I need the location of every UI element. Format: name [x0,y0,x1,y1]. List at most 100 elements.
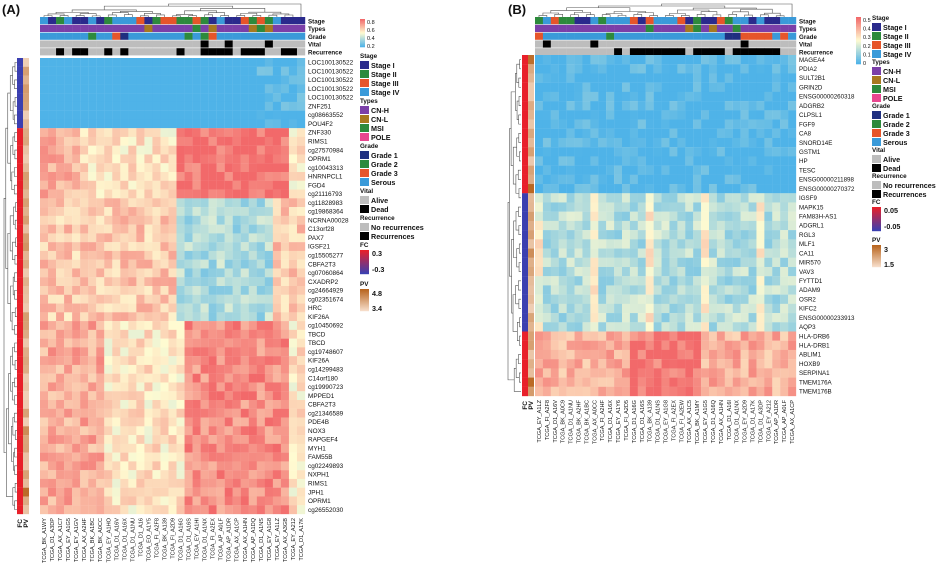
heatmap-cell [685,340,694,351]
heatmap-cell [709,174,718,185]
annotation-cell [709,17,718,25]
sample-label: TCGA_EY_A212 [291,518,297,560]
annotation-cell [120,48,129,56]
heatmap-cell [136,66,145,76]
heatmap-cell [590,239,599,249]
pv-cell [23,417,29,427]
heatmap-cell [669,64,678,74]
heatmap-cell [88,259,97,269]
heatmap-cell [280,364,290,374]
annotation-cell [144,48,153,56]
heatmap-cell [280,382,290,392]
legend-swatch [360,223,369,231]
scale-swatch [360,42,365,44]
heatmap-cell [72,172,81,181]
heatmap-cell [645,193,654,203]
heatmap-cell [669,82,678,93]
pv-axis-label: PV [528,400,535,409]
heatmap-cell [208,505,217,515]
heatmap-cell [216,145,225,155]
heatmap-cell [732,349,741,360]
fc-gradient-step [872,217,881,219]
heatmap-cell [764,230,773,240]
heatmap-cell [248,172,257,181]
heatmap-cell [574,55,583,65]
heatmap-cell [535,276,544,286]
heatmap-cell [288,93,298,102]
heatmap-cell [582,211,591,222]
legend-swatch [872,85,881,93]
heatmap-cell [622,248,631,258]
annotation-cell [724,24,733,32]
heatmap-cell [272,496,282,506]
heatmap-cell [272,268,282,278]
heatmap-cell [669,119,678,129]
heatmap-cell [590,276,599,286]
dendrogram-branch [518,188,521,199]
heatmap-cell [120,189,129,199]
heatmap-cell [637,303,646,314]
heatmap-cell [216,391,225,401]
heatmap-cell [653,285,662,295]
heatmap-cell [645,322,654,332]
heatmap-cell [256,478,265,488]
heatmap-cell [653,137,662,148]
pv-cell [528,276,534,286]
heatmap-cell [112,207,121,216]
heatmap-cell [272,391,282,401]
heatmap-cell [256,426,265,436]
heatmap-cell [96,496,105,506]
heatmap-cell [56,84,65,94]
heatmap-cell [72,356,81,366]
heatmap-cell [788,248,797,258]
heatmap-cell [256,145,265,155]
heatmap-cell [200,373,209,383]
heatmap-cell [550,377,559,387]
dendrogram-branch [111,12,129,15]
heatmap-cell [48,417,57,427]
heatmap-cell [208,119,217,129]
pv-cell [528,64,534,74]
annotation-cell [232,48,241,56]
heatmap-cell [64,224,73,234]
heatmap-cell [56,286,65,295]
heatmap-cell [693,82,702,93]
annotation-cell [184,24,193,32]
heatmap-cell [160,452,169,462]
heatmap-cell [550,359,559,369]
heatmap-cell [208,338,217,348]
heatmap-cell [184,312,193,322]
fc-gradient-step [872,222,881,224]
heatmap-cell [160,128,169,138]
heatmap-cell [200,364,209,374]
heatmap-cell [240,207,249,216]
heatmap-cell [104,250,113,260]
heatmap-cell [72,189,81,199]
annotation-cell [622,48,631,56]
heatmap-cell [224,128,233,138]
heatmap-cell [756,211,765,222]
pv-gradient-step [872,266,881,268]
heatmap-cell [709,156,718,166]
heatmap-cell [192,101,201,111]
heatmap-cell [740,230,749,240]
heatmap-cell [184,163,193,173]
heatmap-cell [200,198,209,208]
heatmap-cell [192,391,201,401]
heatmap-cell [64,136,73,146]
heatmap-cell [574,266,583,277]
heatmap-cell [764,64,773,74]
heatmap-cell [240,356,249,366]
heatmap-cell [296,233,306,243]
heatmap-cell [653,156,662,166]
fc-cell [17,198,23,208]
heatmap-cell [152,505,161,515]
sample-label: TCGA_EO_A1Y5 [146,518,152,562]
heatmap-cell [272,128,282,138]
annotation-cell [614,32,623,40]
heatmap-cell [112,452,121,462]
heatmap-cell [701,349,710,360]
heatmap-cell [56,250,65,260]
pv-cell [23,110,29,120]
heatmap-cell [240,145,249,155]
